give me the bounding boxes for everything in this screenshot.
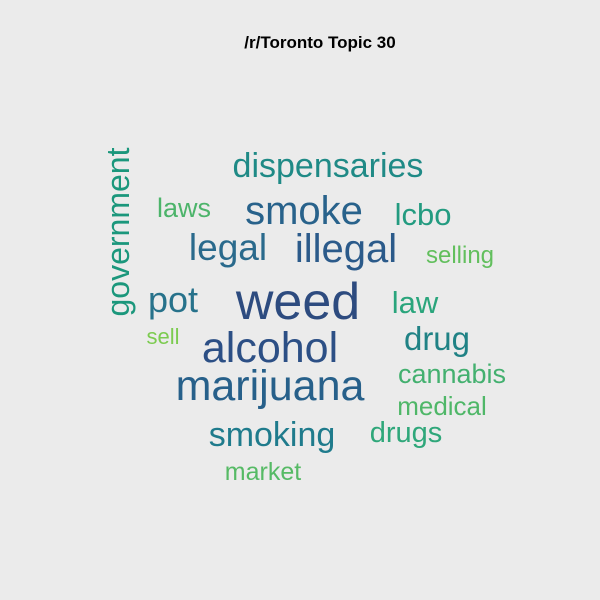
word-smoking: smoking [209, 416, 336, 454]
word-illegal: illegal [295, 227, 397, 271]
word-government: government [100, 147, 136, 316]
word-lcbo: lcbo [395, 197, 452, 232]
word-drug: drug [404, 320, 470, 357]
chart-title: /r/Toronto Topic 30 [244, 33, 396, 52]
word-laws: laws [157, 193, 211, 223]
word-alcohol: alcohol [202, 324, 338, 372]
word-medical: medical [397, 391, 487, 421]
word-cannabis: cannabis [398, 359, 506, 389]
word-smoke: smoke [245, 189, 363, 233]
word-legal: legal [189, 227, 267, 268]
word-dispensaries: dispensaries [233, 147, 424, 185]
word-marijuana: marijuana [176, 362, 365, 410]
word-drugs: drugs [370, 417, 443, 449]
word-sell: sell [146, 324, 179, 349]
word-weed: weed [235, 273, 360, 331]
word-pot: pot [148, 279, 198, 320]
word-market: market [225, 458, 301, 486]
word-law: law [392, 285, 439, 320]
word-selling: selling [426, 242, 494, 269]
